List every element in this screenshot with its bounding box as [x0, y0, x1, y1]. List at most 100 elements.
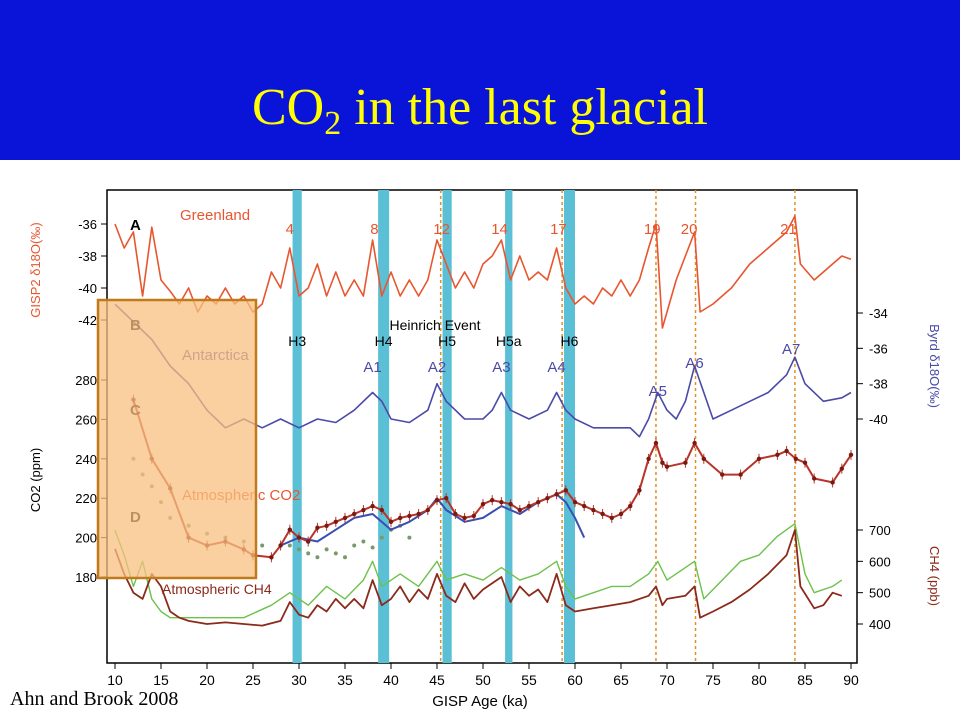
- co2-point-43: [591, 507, 596, 513]
- co2-scatter-point-20: [379, 535, 384, 540]
- co2-y-tick-label-200: 200: [75, 531, 97, 546]
- figure: 10 15 20 25 30 35 40 45 50 55 60 65 70 75 80 85 90 GISP A…: [0, 160, 960, 720]
- co2-point-34: [508, 501, 513, 507]
- antarctica-y-tick-label--36: -36: [869, 341, 888, 356]
- interstadial-label-14: 14: [491, 221, 508, 238]
- co2-point-33: [499, 499, 504, 505]
- x-tick-label-75: 75: [705, 672, 721, 688]
- aim-label-a4: A4: [547, 359, 565, 376]
- heinrich-band-h4: [378, 190, 390, 663]
- aim-label-a7: A7: [782, 341, 800, 358]
- antarctica-y-tick-label--40: -40: [869, 412, 888, 427]
- x-tick-label-70: 70: [659, 672, 675, 688]
- co2-point-16: [342, 515, 348, 521]
- heinrich-band-h5a: [505, 190, 513, 663]
- co2-point-15: [333, 519, 338, 525]
- interstadial-label-19: 19: [644, 221, 661, 238]
- x-tick-label-25: 25: [245, 672, 261, 688]
- co2-point-37: [536, 499, 541, 505]
- x-tick-label-60: 60: [567, 672, 583, 688]
- x-tick-label-40: 40: [383, 672, 399, 688]
- interstadial-label-12: 12: [433, 221, 450, 238]
- co2-point-29: [462, 515, 467, 521]
- x-tick-label-50: 50: [475, 672, 491, 688]
- interstadial-label-17: 17: [550, 221, 567, 238]
- interstadial-label-20: 20: [681, 221, 698, 238]
- glacial-highlight-box: [96, 298, 258, 580]
- co2-point-51: [660, 460, 665, 465]
- co2-point-12: [306, 539, 311, 544]
- co2-point-35: [517, 507, 522, 513]
- co2-point-64: [830, 480, 835, 485]
- x-tick-label-90: 90: [843, 672, 859, 688]
- co2-y-axis-label: CO2 (ppm): [28, 448, 43, 512]
- co2-point-55: [701, 456, 706, 461]
- co2-point-60: [784, 448, 789, 454]
- co2-y-tick-label-180: 180: [75, 570, 97, 585]
- co2-scatter-point-16: [343, 555, 347, 560]
- co2-point-46: [618, 511, 624, 517]
- co2-point-65: [839, 466, 844, 471]
- antarctica-line: [114, 303, 852, 438]
- co2-point-36: [526, 503, 532, 509]
- co2-point-26: [434, 497, 440, 503]
- x-tick-label-55: 55: [521, 672, 537, 688]
- co2-point-14: [324, 523, 329, 528]
- co2-point-44: [600, 511, 605, 517]
- slide-title: CO2 in the last glacial: [251, 79, 709, 142]
- ch4-y-tick-label-400: 400: [869, 617, 891, 632]
- co2-y-tick-label-220: 220: [75, 491, 97, 506]
- aim-label-a3: A3: [492, 359, 510, 376]
- interstadial-label-4: 4: [286, 221, 294, 238]
- co2-point-48: [637, 488, 642, 493]
- co2-scatter-point-11: [297, 547, 301, 552]
- heinrich-label-h5: H5: [438, 333, 456, 349]
- x-tick-label-35: 35: [337, 672, 353, 688]
- co2-point-59: [775, 452, 780, 458]
- x-tick-label-45: 45: [429, 672, 445, 688]
- x-tick-label-80: 80: [751, 672, 767, 688]
- ch4-line: [114, 529, 843, 627]
- aim-label-a2: A2: [428, 359, 446, 376]
- co2-point-53: [683, 460, 688, 465]
- antarctica-y-axis-label: Byrd δ18O(‰): [927, 324, 942, 408]
- aim-label-a6: A6: [685, 355, 703, 372]
- x-tick-label-10: 10: [107, 672, 123, 688]
- co2-point-30: [471, 513, 476, 519]
- ch4-y-axis-label: CH4 (ppb): [927, 546, 942, 606]
- co2-scatter-point-23: [407, 535, 412, 540]
- co2-point-63: [812, 476, 817, 481]
- co2-y-tick-label-240: 240: [75, 452, 97, 467]
- co2-point-61: [793, 456, 798, 461]
- co2-point-21: [388, 519, 394, 525]
- co2-point-58: [756, 456, 762, 461]
- co2-point-42: [582, 503, 587, 509]
- co2-point-17: [352, 511, 357, 517]
- co2-point-22: [398, 515, 403, 521]
- co2-point-31: [480, 501, 486, 507]
- heinrich-band-h5: [442, 190, 452, 663]
- heinrich-label-h4: H4: [375, 333, 393, 349]
- greenland-series-label: Greenland: [180, 207, 250, 224]
- co2-point-24: [416, 511, 421, 517]
- x-tick-label-85: 85: [797, 672, 813, 688]
- co2-point-27: [444, 496, 449, 501]
- co2-point-32: [490, 497, 495, 503]
- ch4-green-line: [114, 523, 843, 619]
- greenland-y-tick-label--40: -40: [78, 281, 97, 296]
- co2-point-39: [554, 492, 559, 497]
- co2-scatter-point-17: [352, 543, 357, 548]
- co2-point-52: [664, 464, 670, 469]
- greenland-y-tick-label--36: -36: [78, 217, 97, 232]
- ch4-y-tick-label-500: 500: [869, 586, 891, 601]
- co2-point-18: [361, 507, 366, 513]
- co2-scatter-point-18: [361, 539, 366, 544]
- co2-point-50: [653, 440, 659, 446]
- co2-y-tick-label-260: 260: [75, 412, 97, 427]
- co2-y-tick-label-280: 280: [75, 373, 97, 388]
- co2-point-8: [269, 555, 274, 560]
- co2-scatter-point-15: [333, 551, 338, 556]
- co2-scatter-point-12: [306, 551, 311, 556]
- antarctica-y-tick-label--38: -38: [869, 377, 888, 392]
- co2-point-54: [692, 440, 697, 446]
